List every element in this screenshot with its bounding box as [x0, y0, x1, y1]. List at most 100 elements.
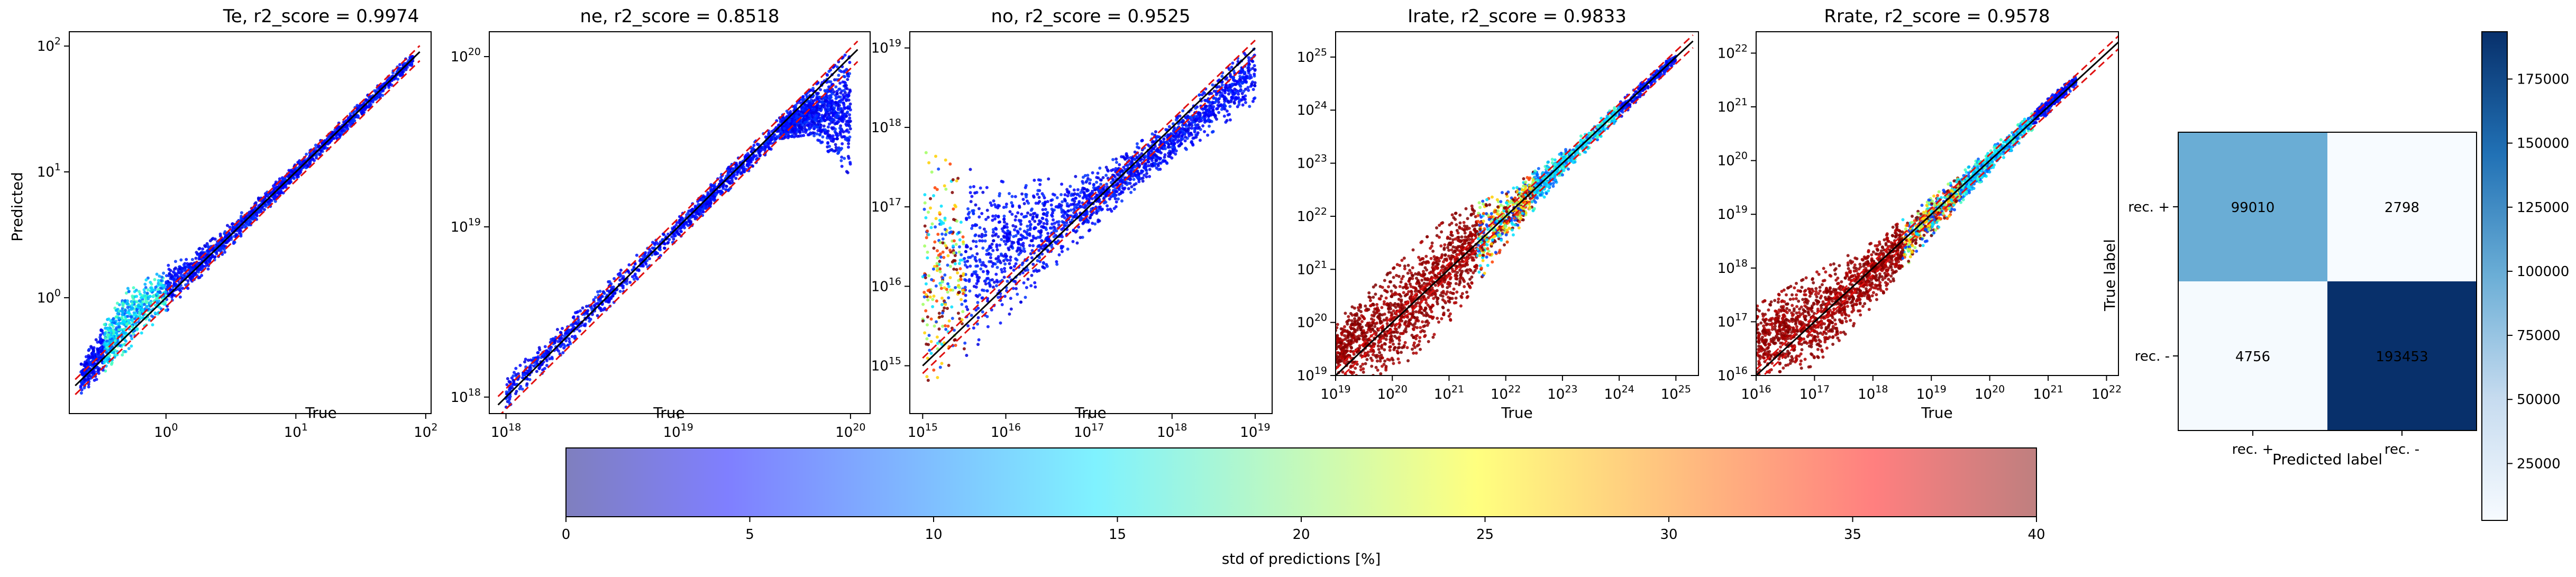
scatter-point: [818, 129, 822, 133]
scatter-point: [985, 315, 989, 318]
scatter-point: [381, 94, 385, 97]
scatter-point: [535, 370, 538, 373]
scatter-point: [190, 265, 194, 269]
scatter-point: [934, 284, 938, 288]
scatter-point: [931, 267, 935, 271]
scatter-point: [836, 108, 840, 112]
scatter-point: [939, 220, 943, 224]
scatter-point: [986, 299, 990, 303]
scatter-point: [938, 211, 942, 215]
scatter-point: [957, 250, 961, 254]
scatter-point: [788, 120, 791, 123]
scatter-point: [941, 311, 944, 315]
scatter-point: [726, 172, 730, 176]
scatter-point: [1074, 175, 1077, 178]
scatter-point: [928, 295, 932, 299]
scatter-point: [924, 282, 928, 286]
scatter-point: [848, 108, 852, 112]
scatter-point: [1060, 182, 1064, 186]
scatter-point: [218, 248, 222, 251]
scatter-point: [1066, 194, 1070, 198]
scatter-point: [161, 283, 165, 287]
scatter-point: [957, 262, 961, 265]
scatter-point: [839, 98, 843, 102]
scatter-point: [827, 150, 830, 153]
scatter-point: [989, 256, 992, 260]
scatter-point: [1063, 193, 1067, 197]
scatter-point: [949, 230, 953, 234]
scatter-point: [315, 154, 318, 158]
scatter-point: [992, 231, 995, 234]
scatter-point: [955, 219, 959, 223]
scatter-point: [105, 356, 109, 360]
scatter-point: [983, 234, 986, 237]
scatter-point: [398, 63, 401, 67]
scatter-point: [156, 292, 159, 296]
scatter-point: [227, 239, 231, 242]
scatter-point: [561, 327, 564, 330]
scatter-point: [796, 109, 800, 113]
scatter-point: [596, 314, 599, 317]
scatter-point: [995, 280, 999, 284]
scatter-point: [975, 252, 979, 255]
scatter-point: [801, 123, 805, 127]
scatter-point: [151, 323, 154, 327]
scatter-point: [103, 323, 106, 326]
scatter-point: [80, 388, 84, 392]
scatter-point: [844, 122, 848, 126]
y-tick-label: 100: [37, 287, 61, 306]
scatter-point: [96, 368, 100, 371]
y-tick-label: 1019: [451, 216, 481, 235]
scatter-point: [232, 227, 235, 231]
scatter-point: [959, 274, 963, 278]
scatter-point: [819, 100, 823, 104]
scatter-point: [106, 327, 109, 331]
scatter-point: [944, 303, 947, 306]
scatter-point: [966, 324, 970, 327]
scatter-point: [793, 123, 797, 127]
scatter-point: [953, 338, 956, 342]
scatter-point: [782, 136, 785, 140]
scatter-point: [961, 235, 965, 239]
scatter-point: [839, 118, 843, 122]
scatter-point: [785, 125, 789, 129]
scatter-point: [823, 99, 827, 103]
scatter-point: [633, 272, 637, 276]
scatter-point: [625, 282, 628, 286]
scatter-point: [994, 257, 998, 261]
scatter-point: [127, 308, 131, 312]
scatter-point: [1014, 215, 1018, 218]
scatter-point: [991, 264, 994, 268]
scatter-point: [387, 86, 391, 89]
scatter-point: [842, 130, 845, 134]
scatter-point: [800, 127, 803, 131]
scatter-point: [927, 161, 931, 164]
scatter-point: [204, 245, 207, 249]
scatter-point: [954, 243, 958, 246]
panel-title: Te, r2_score = 0.9974: [223, 6, 419, 27]
scatter-point: [167, 268, 171, 271]
scatter-point: [740, 171, 744, 175]
scatter-point: [101, 329, 104, 333]
scatter-point: [827, 104, 831, 107]
scatter-point: [984, 217, 988, 221]
scatter-point: [1044, 208, 1047, 211]
scatter-point: [974, 245, 978, 248]
scatter-point: [732, 168, 735, 171]
scatter-point: [1052, 218, 1055, 222]
scatter-point: [107, 317, 111, 321]
scatter-point: [180, 270, 184, 273]
scatter-point: [939, 287, 943, 290]
scatter-point: [247, 223, 251, 227]
scatter-point: [947, 296, 951, 300]
scatter-point: [811, 131, 815, 135]
scatter-point: [663, 246, 666, 250]
scatter-point: [1079, 191, 1083, 195]
scatter-point: [932, 368, 936, 372]
scatter-point: [993, 280, 996, 284]
scatter-point: [969, 185, 972, 189]
scatter-point: [845, 98, 848, 102]
scatter-point: [926, 323, 929, 327]
scatter-point: [848, 135, 852, 139]
